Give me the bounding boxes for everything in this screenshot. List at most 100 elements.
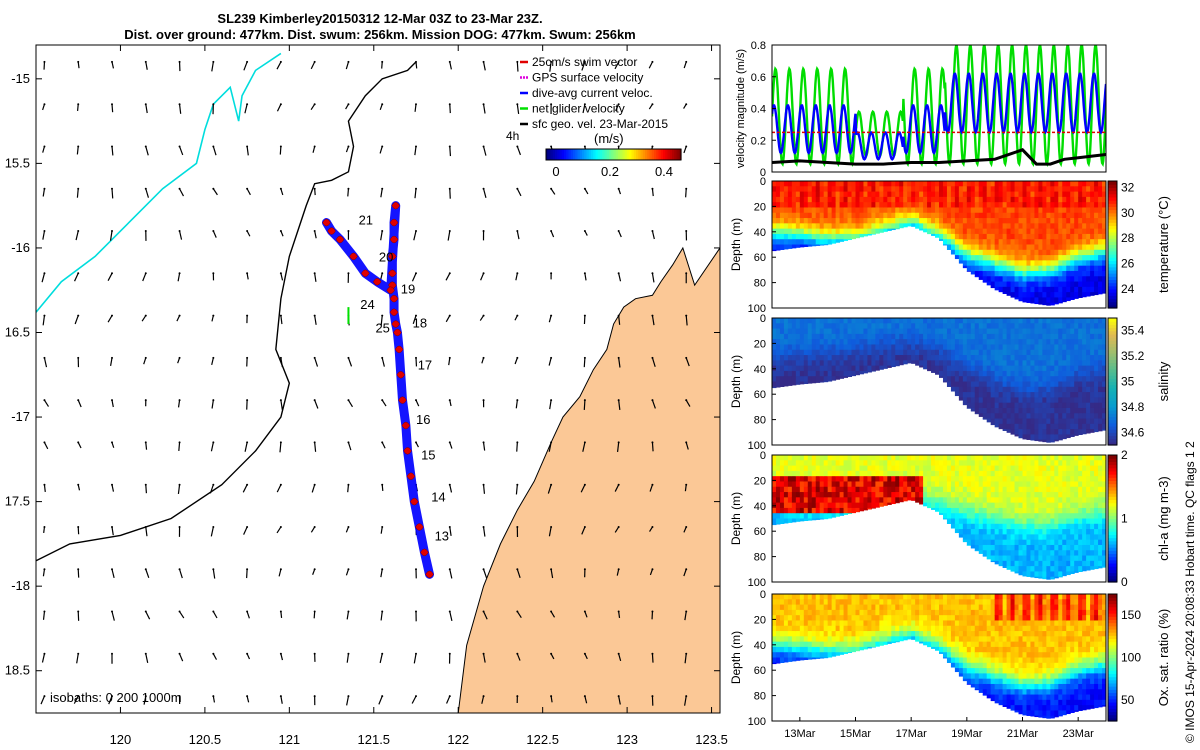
section-cell — [1066, 376, 1071, 382]
velocity-arrow — [111, 526, 114, 536]
section-cell — [966, 260, 972, 267]
section-cell — [966, 228, 972, 235]
section-cell — [1002, 212, 1008, 219]
section-cell — [883, 223, 888, 230]
section-cell — [1102, 429, 1107, 431]
section-cell — [1018, 550, 1023, 557]
section-cell — [779, 486, 785, 493]
section-cell — [775, 470, 781, 477]
section-cell — [1066, 402, 1071, 409]
colorbar-segment — [1108, 203, 1117, 207]
section-cell — [1090, 218, 1095, 224]
section-cell — [815, 460, 821, 467]
section-cell — [1030, 407, 1035, 414]
section-cell — [1070, 181, 1075, 187]
section-cell — [1086, 191, 1091, 198]
section-cell — [863, 212, 868, 219]
section-cell — [1046, 539, 1051, 546]
section-cell — [1046, 196, 1051, 203]
section-cell — [883, 191, 888, 198]
section-cell — [1058, 318, 1063, 324]
section-cell — [935, 497, 940, 504]
section-cell — [990, 333, 996, 340]
section-cell — [931, 486, 936, 493]
section-cell — [879, 328, 884, 335]
section-cell — [1014, 502, 1020, 509]
section-cell — [954, 333, 960, 340]
section-cell — [1030, 270, 1035, 277]
section-cell — [835, 344, 841, 351]
velocity-arrow-origin — [617, 399, 620, 402]
section-cell — [855, 318, 860, 324]
section-cell — [1034, 218, 1039, 224]
section-cell — [986, 392, 992, 398]
section-cell — [1086, 260, 1091, 267]
section-cell — [931, 191, 936, 198]
section-cell — [1078, 492, 1083, 498]
colorbar-segment — [564, 149, 567, 160]
section-cell — [958, 502, 964, 509]
section-cell — [974, 255, 980, 261]
section-cell — [772, 344, 777, 351]
section-cell — [772, 513, 777, 519]
section-cell — [1098, 486, 1103, 493]
section-cell — [1058, 439, 1063, 441]
section-cell — [811, 355, 817, 361]
section-cell — [986, 339, 992, 345]
section-cell — [994, 460, 1000, 467]
section-cell — [867, 191, 872, 198]
salinity-panel-y-tick-label: 40 — [754, 364, 766, 376]
velocity-arrow — [415, 399, 420, 407]
section-cell — [823, 355, 829, 361]
colorbar-segment — [1108, 324, 1117, 329]
section-cell — [911, 470, 916, 477]
section-cell — [927, 465, 932, 472]
velocity-arrow-origin — [583, 483, 586, 486]
velocity-arrow-origin — [43, 695, 46, 698]
section-cell — [1090, 265, 1095, 272]
section-cell — [1022, 534, 1027, 541]
section-cell — [835, 181, 841, 187]
section-cell — [966, 239, 972, 245]
section-cell — [1070, 249, 1075, 256]
velocity-arrow — [244, 104, 248, 114]
section-cell — [1050, 470, 1055, 477]
section-cell — [1026, 376, 1031, 382]
velocity-arrow-origin — [347, 695, 350, 698]
section-cell — [946, 233, 952, 240]
section-cell — [1098, 460, 1103, 467]
section-cell — [950, 507, 956, 514]
section-cell — [823, 518, 829, 520]
section-cell — [1014, 360, 1020, 367]
section-cell — [779, 212, 785, 219]
section-cell — [982, 355, 988, 361]
velocity-arrow-origin — [212, 399, 215, 402]
section-cell — [990, 191, 996, 198]
section-cell — [807, 196, 813, 203]
section-cell — [879, 223, 884, 230]
section-cell — [847, 207, 853, 214]
section-cell — [827, 207, 833, 214]
section-cell — [935, 349, 940, 356]
section-cell — [775, 365, 781, 372]
section-cell — [958, 370, 964, 377]
section-cell — [1034, 323, 1039, 330]
section-cell — [1086, 344, 1091, 351]
section-cell — [1014, 386, 1020, 393]
section-cell — [803, 497, 809, 504]
section-cell — [871, 318, 876, 324]
section-cell — [879, 318, 884, 324]
section-cell — [791, 318, 797, 324]
section-cell — [855, 349, 860, 356]
section-cell — [803, 481, 809, 488]
velocity-arrow-origin — [381, 610, 384, 613]
section-cell — [1090, 191, 1095, 198]
section-cell — [855, 497, 860, 504]
section-cell — [791, 191, 797, 198]
section-cell — [1094, 323, 1099, 330]
section-cell — [1078, 523, 1083, 530]
velocity-arrow — [145, 442, 148, 450]
section-cell — [1086, 276, 1091, 283]
section-cell — [1090, 318, 1095, 324]
salinity-panel-y-axis-label: Depth (m) — [729, 355, 743, 408]
